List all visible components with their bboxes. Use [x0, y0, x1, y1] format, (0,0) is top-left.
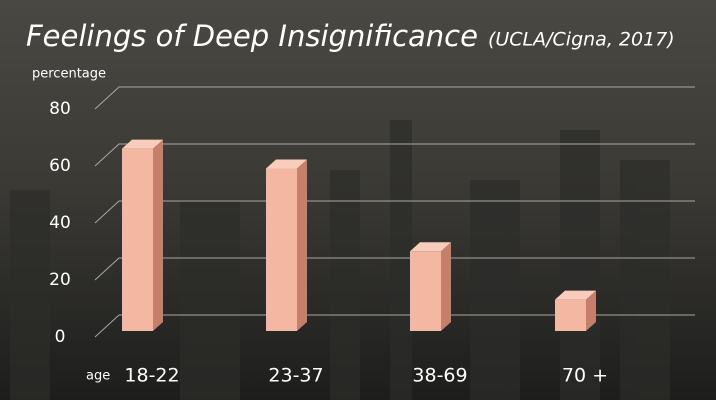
- bar: [555, 291, 596, 331]
- y-tick-label: 40: [49, 213, 71, 233]
- bar: [266, 160, 307, 331]
- x-tick-label: 38-69: [412, 365, 467, 387]
- bar-face: [555, 300, 586, 331]
- chart: Feelings of Deep Insignificance (UCLA/Ci…: [0, 0, 716, 400]
- x-tick-label: 23-37: [268, 365, 323, 387]
- bar-face: [297, 160, 307, 331]
- chart-subtitle: (UCLA/Cigna, 2017): [488, 29, 675, 51]
- bar-face: [410, 251, 441, 331]
- bar-face: [266, 169, 297, 331]
- y-axis-label: percentage: [32, 67, 106, 82]
- bar: [410, 242, 451, 331]
- y-tick-label: 60: [49, 156, 71, 176]
- y-tick-label: 80: [49, 99, 71, 119]
- y-tick-label: 0: [55, 327, 66, 347]
- y-tick-label: 20: [49, 270, 71, 290]
- chart-title: Feelings of Deep Insignificance: [26, 19, 478, 53]
- bar-face: [122, 149, 153, 331]
- bar-face: [441, 242, 451, 331]
- bar-face: [153, 140, 163, 331]
- x-axis-label: age: [86, 369, 110, 384]
- x-tick-label: 70 +: [562, 365, 608, 387]
- bar: [122, 140, 163, 331]
- x-tick-label: 18-22: [124, 365, 179, 387]
